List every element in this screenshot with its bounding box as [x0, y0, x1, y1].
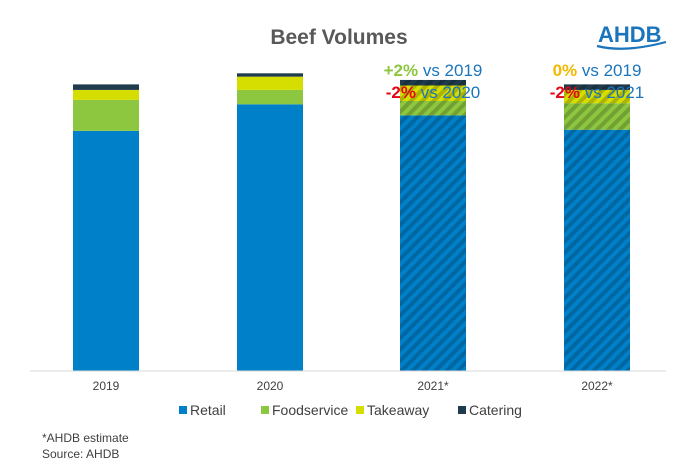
bar-hatch-catering-2021 — [400, 79, 466, 86]
bar-hatch-catering-2022 — [564, 84, 630, 90]
annotation-2021-line-1: +2% vs 2019 — [384, 61, 483, 80]
legend-item-retail: Retail — [179, 402, 226, 418]
x-tick-label: 2022* — [581, 379, 613, 393]
bar-hatch-foodservice-2022 — [564, 103, 630, 130]
footnote-2: Source: AHDB — [42, 447, 119, 461]
legend-item-foodservice: Foodservice — [261, 402, 348, 418]
bar-catering-2019 — [73, 84, 139, 90]
legend-label-takeaway: Takeaway — [367, 402, 429, 418]
legend-swatch-takeaway — [356, 406, 364, 414]
bar-hatch-takeaway-2022 — [564, 89, 630, 104]
legend-item-takeaway: Takeaway — [356, 402, 429, 418]
x-tick-label: 2020 — [257, 379, 284, 393]
legend-swatch-retail — [179, 406, 187, 414]
bar-hatch-retail-2021 — [400, 115, 466, 371]
bar-takeaway-2020 — [237, 76, 303, 90]
annotation-2022-line-1: 0% vs 2019 — [553, 61, 642, 80]
bar-foodservice-2019 — [73, 99, 139, 131]
bar-hatch-retail-2022 — [564, 129, 630, 371]
x-tick-labels: 2019 2020 2021* 2022* — [93, 379, 613, 393]
ahdb-logo: AHDB — [596, 22, 667, 50]
chart-title: Beef Volumes — [270, 26, 407, 49]
legend-swatch-catering — [458, 406, 466, 414]
bar-foodservice-2020 — [237, 89, 303, 105]
legend-label-retail: Retail — [190, 402, 226, 418]
x-tick-label: 2019 — [93, 379, 120, 393]
legend-label-foodservice: Foodservice — [272, 402, 348, 418]
footnote-1: *AHDB estimate — [42, 431, 129, 445]
bar-retail-2019 — [73, 130, 139, 371]
ahdb-logo-text: AHDB — [598, 22, 662, 47]
bar-hatch-takeaway-2021 — [400, 85, 466, 101]
annotation-2021-line-2: -2% vs 2020 — [386, 83, 481, 102]
logo-swoosh-icon — [596, 40, 667, 50]
annotation-2022-line-2: -2% vs 2021 — [550, 83, 645, 102]
bar-takeaway-2019 — [73, 89, 139, 100]
x-tick-label: 2021* — [417, 379, 449, 393]
bar-hatch-foodservice-2021 — [400, 100, 466, 116]
legend-label-catering: Catering — [469, 402, 522, 418]
legend-item-catering: Catering — [458, 402, 522, 418]
bar-retail-2020 — [237, 104, 303, 371]
annotations-layer: +2% vs 2019 -2% vs 2020 0% vs 2019 -2% vs 2… — [384, 61, 645, 102]
legend: Retail Foodservice Takeaway Catering — [179, 402, 522, 418]
legend-swatch-foodservice — [261, 406, 269, 414]
footnotes: *AHDB estimate Source: AHDB — [42, 431, 129, 461]
bars-layer — [73, 73, 630, 371]
bar-catering-2020 — [237, 73, 303, 77]
